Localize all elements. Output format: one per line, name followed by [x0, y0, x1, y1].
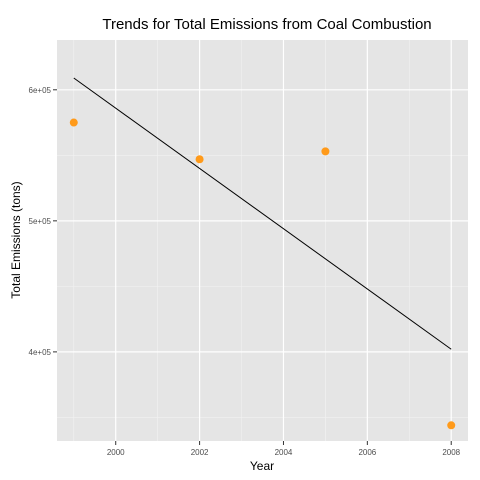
chart-title: Trends for Total Emissions from Coal Com…	[102, 16, 431, 33]
data-point	[69, 118, 78, 127]
x-tick-label: 2006	[358, 448, 376, 457]
y-tick-label: 4e+05	[29, 348, 52, 357]
x-axis-label: Year	[250, 459, 274, 473]
x-tick-label: 2008	[442, 448, 460, 457]
y-tick-label: 6e+05	[29, 86, 52, 95]
plot-panel	[57, 40, 468, 441]
x-tick-label: 2000	[107, 448, 125, 457]
x-tick-label: 2002	[191, 448, 209, 457]
y-axis-label: Total Emissions (tons)	[9, 181, 23, 298]
data-point	[195, 155, 204, 164]
y-tick-label: 5e+05	[29, 217, 52, 226]
x-axis-ticks: 2000 2002 2004 2006 2008	[107, 441, 461, 457]
data-points	[69, 118, 456, 430]
x-tick-label: 2004	[275, 448, 293, 457]
minor-gridlines	[57, 40, 468, 441]
data-point	[447, 421, 456, 430]
trend-line-layer	[73, 77, 452, 350]
data-point	[321, 147, 330, 156]
major-gridlines	[57, 40, 468, 441]
y-axis-ticks: 4e+05 5e+05 6e+05	[29, 86, 57, 357]
trend-line	[73, 77, 452, 350]
